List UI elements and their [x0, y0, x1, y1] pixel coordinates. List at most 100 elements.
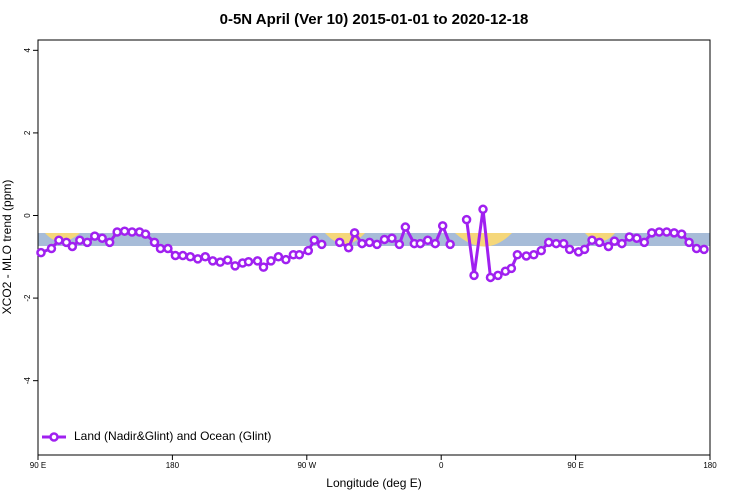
point — [364, 237, 375, 248]
point — [430, 238, 440, 249]
point — [594, 237, 605, 248]
point — [387, 233, 397, 243]
point — [357, 238, 367, 249]
point — [294, 249, 305, 260]
point — [469, 270, 479, 281]
point — [215, 257, 225, 267]
x-tick-label: 90 E — [567, 461, 583, 470]
point — [654, 227, 664, 237]
point — [669, 228, 679, 238]
point — [349, 228, 360, 238]
point — [415, 238, 426, 249]
point — [609, 236, 620, 246]
point — [579, 244, 590, 255]
point — [647, 228, 657, 238]
point — [334, 237, 345, 248]
point — [185, 252, 196, 262]
x-tick-label: 180 — [703, 461, 717, 470]
point — [36, 247, 46, 258]
point — [493, 270, 503, 281]
point — [445, 239, 455, 250]
point — [303, 245, 314, 256]
point — [309, 235, 320, 246]
point — [506, 263, 517, 274]
point — [529, 249, 539, 260]
point — [661, 227, 672, 237]
point — [437, 221, 448, 231]
point — [54, 235, 64, 246]
point — [178, 250, 188, 261]
point — [521, 251, 532, 261]
point — [543, 237, 554, 248]
x-axis-label: Longitude (deg E) — [326, 476, 421, 490]
point — [564, 244, 575, 255]
point — [639, 237, 650, 248]
point — [61, 237, 72, 248]
point — [423, 235, 433, 246]
y-tick-label: 0 — [23, 213, 32, 218]
point — [200, 252, 211, 262]
point — [372, 239, 382, 250]
point — [252, 256, 263, 266]
point — [119, 226, 130, 236]
point — [75, 235, 85, 246]
point — [316, 239, 327, 250]
point — [170, 250, 181, 261]
point — [512, 249, 523, 260]
point — [485, 272, 496, 283]
point — [536, 245, 547, 256]
y-tick-label: -2 — [23, 294, 32, 302]
y-tick-label: 4 — [23, 48, 32, 53]
point — [97, 233, 107, 243]
point — [551, 238, 561, 249]
point — [691, 243, 702, 254]
point — [684, 237, 694, 248]
point — [461, 214, 472, 225]
point — [394, 239, 405, 250]
point — [632, 233, 642, 243]
point — [243, 256, 254, 267]
point — [207, 256, 218, 266]
y-tick-label: 2 — [23, 130, 32, 135]
point — [281, 254, 291, 265]
point — [46, 243, 57, 254]
point — [676, 229, 687, 239]
point — [89, 231, 100, 241]
x-tick-label: 0 — [439, 461, 444, 470]
point — [230, 261, 240, 271]
point — [222, 255, 233, 265]
point — [155, 243, 166, 254]
point — [478, 204, 488, 215]
point — [258, 262, 269, 272]
point — [112, 227, 122, 237]
point — [379, 234, 390, 245]
legend-label: Land (Nadir&Glint) and Ocean (Glint) — [74, 429, 271, 443]
point — [617, 238, 627, 249]
point — [343, 242, 354, 253]
point — [558, 238, 569, 249]
y-tick-label: -4 — [23, 377, 32, 385]
legend-marker — [49, 432, 59, 442]
point — [587, 235, 597, 246]
point — [140, 229, 151, 239]
point — [603, 241, 614, 252]
point — [273, 252, 284, 262]
point — [104, 237, 115, 248]
x-tick-label: 180 — [166, 461, 180, 470]
point — [624, 232, 635, 242]
y-axis-label: XCO2 - MLO trend (ppm) — [0, 180, 14, 315]
background-band — [38, 233, 710, 247]
point — [149, 237, 160, 248]
point — [193, 254, 203, 264]
point — [699, 244, 709, 255]
x-tick-label: 90 E — [30, 461, 46, 470]
point — [163, 243, 173, 254]
point — [266, 256, 276, 266]
point — [127, 227, 137, 237]
x-tick-label: 90 W — [297, 461, 316, 470]
plot-frame — [37, 39, 711, 456]
point — [400, 222, 411, 232]
point — [67, 241, 78, 252]
chart-title: 0-5N April (Ver 10) 2015-01-01 to 2020-1… — [220, 11, 529, 28]
